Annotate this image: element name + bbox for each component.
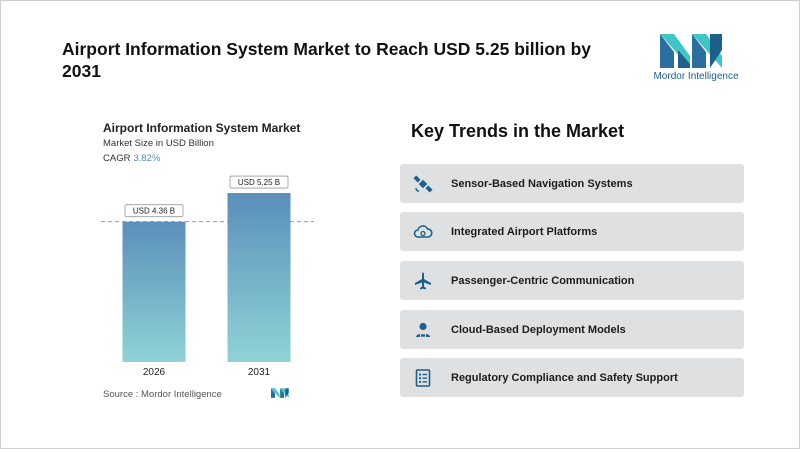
trend-item-integrated-platforms: Integrated Airport Platforms bbox=[400, 212, 744, 251]
bar-2026 bbox=[122, 221, 186, 362]
trend-label: Integrated Airport Platforms bbox=[451, 225, 598, 238]
page-headline: Airport Information System Market to Rea… bbox=[62, 39, 591, 81]
data-label-box bbox=[229, 175, 289, 189]
mordor-logo-icon bbox=[660, 34, 722, 68]
logo-text: Mordor Intelligence bbox=[653, 71, 739, 82]
data-label: USD 5.25 B bbox=[238, 178, 280, 187]
x-tick-label: 2026 bbox=[143, 367, 166, 378]
cagr-label: CAGR bbox=[103, 153, 131, 164]
user-monitor-icon bbox=[413, 320, 433, 340]
trend-item-cloud-deployment: Cloud-Based Deployment Models bbox=[400, 310, 744, 349]
cagr-value: 3.82% bbox=[133, 153, 161, 164]
chart-subtitle: Market Size in USD Billion bbox=[103, 138, 214, 149]
data-label: USD 4.36 B bbox=[133, 207, 175, 216]
trend-item-regulatory-compliance: Regulatory Compliance and Safety Support bbox=[400, 358, 744, 397]
trend-item-sensor-navigation: Sensor-Based Navigation Systems bbox=[400, 164, 744, 203]
data-label-box bbox=[124, 204, 184, 218]
checklist-icon bbox=[413, 368, 433, 388]
trend-label: Passenger-Centric Communication bbox=[451, 274, 635, 287]
trend-label: Sensor-Based Navigation Systems bbox=[451, 177, 633, 190]
satellite-icon bbox=[413, 174, 433, 194]
source-logo-icon bbox=[271, 388, 289, 398]
cloud-sync-icon bbox=[413, 222, 433, 242]
trend-label: Regulatory Compliance and Safety Support bbox=[451, 371, 678, 384]
chart-title: Airport Information System Market bbox=[103, 121, 301, 135]
trends-title: Key Trends in the Market bbox=[411, 121, 625, 141]
cagr-text: CAGR 3.82% bbox=[103, 153, 160, 164]
trend-label: Cloud-Based Deployment Models bbox=[451, 323, 626, 336]
x-tick-label: 2031 bbox=[248, 367, 271, 378]
trend-item-passenger-communication: Passenger-Centric Communication bbox=[400, 261, 744, 300]
airplane-icon bbox=[413, 271, 433, 291]
source-text: Source : Mordor Intelligence bbox=[103, 389, 222, 400]
bar-2031 bbox=[227, 193, 291, 362]
mordor-logo: Mordor Intelligence bbox=[650, 30, 740, 86]
